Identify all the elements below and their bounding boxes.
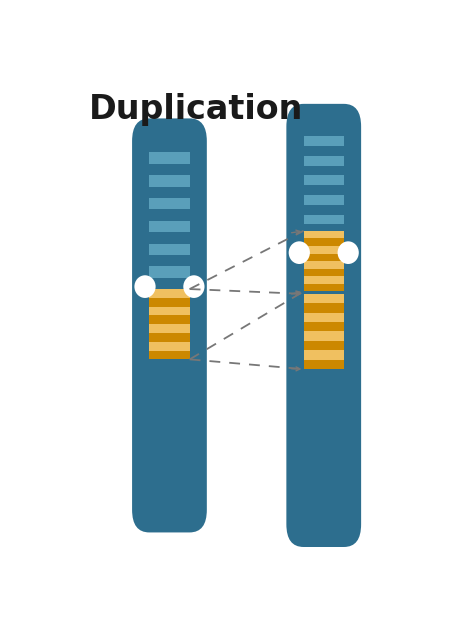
Bar — [303, 322, 344, 331]
Ellipse shape — [183, 275, 204, 298]
Bar — [149, 324, 190, 333]
Bar — [303, 277, 344, 284]
Bar — [303, 175, 344, 185]
Bar — [303, 234, 344, 244]
Bar — [303, 205, 344, 215]
Bar — [149, 152, 190, 164]
Bar — [149, 255, 190, 266]
Bar — [149, 198, 190, 210]
Ellipse shape — [337, 241, 359, 264]
Bar — [303, 284, 344, 292]
Bar — [303, 303, 344, 312]
Bar — [149, 175, 190, 186]
Bar — [303, 231, 344, 238]
Bar — [149, 186, 190, 198]
Bar — [303, 312, 344, 322]
Bar — [149, 164, 190, 175]
Bar — [303, 331, 344, 341]
Bar — [149, 210, 190, 221]
Bar — [149, 232, 190, 244]
Bar — [303, 136, 344, 146]
Bar — [149, 266, 190, 278]
Ellipse shape — [289, 241, 310, 264]
Bar — [149, 316, 190, 324]
Bar — [149, 141, 190, 152]
Bar — [303, 261, 344, 269]
Text: Duplication: Duplication — [89, 93, 303, 125]
Bar — [303, 146, 344, 156]
Bar — [149, 307, 190, 316]
FancyBboxPatch shape — [132, 118, 207, 532]
Bar — [303, 246, 344, 253]
Bar — [149, 289, 190, 298]
Bar — [303, 166, 344, 175]
Bar — [149, 244, 190, 255]
Bar — [149, 350, 190, 359]
Bar — [303, 350, 344, 360]
Bar — [303, 269, 344, 277]
Bar — [149, 298, 190, 307]
Bar — [149, 221, 190, 232]
Bar — [303, 253, 344, 261]
Bar — [303, 185, 344, 195]
Bar — [149, 333, 190, 342]
Bar — [303, 127, 344, 136]
Ellipse shape — [135, 275, 155, 298]
Bar — [303, 341, 344, 350]
FancyBboxPatch shape — [286, 104, 361, 547]
Bar — [303, 294, 344, 303]
Bar — [303, 156, 344, 166]
Bar — [303, 224, 344, 234]
Bar — [303, 195, 344, 205]
Bar — [303, 238, 344, 246]
Bar — [303, 360, 344, 369]
Bar — [303, 215, 344, 224]
Bar — [149, 342, 190, 350]
